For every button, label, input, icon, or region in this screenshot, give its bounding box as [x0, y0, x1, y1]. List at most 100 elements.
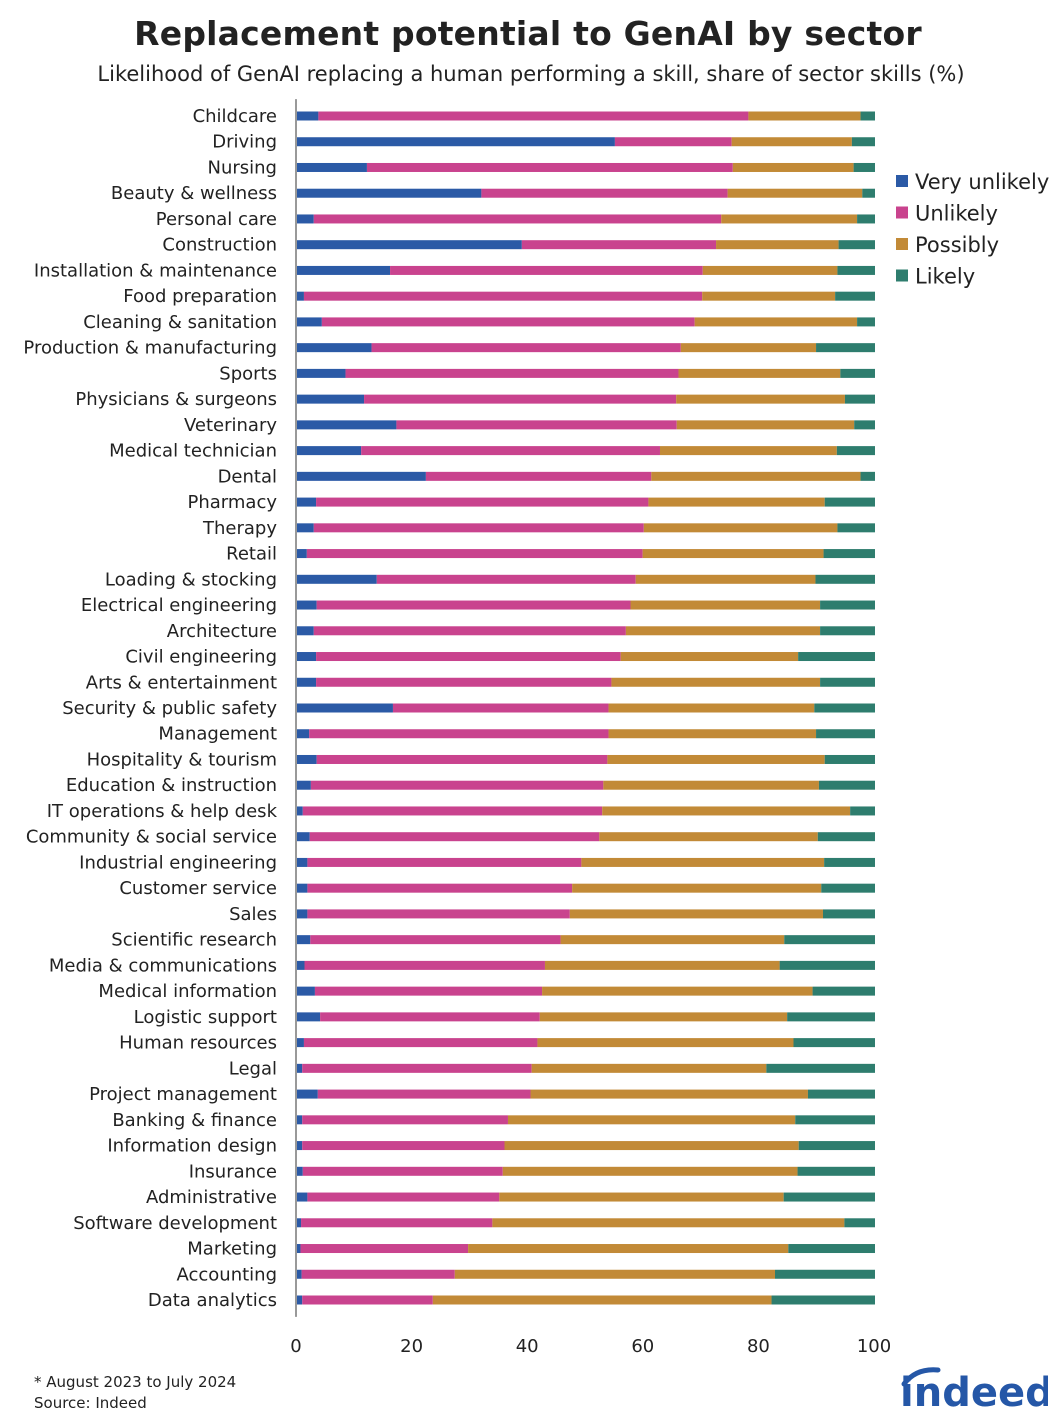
bar-segment — [648, 497, 825, 507]
bar-segment — [783, 1192, 875, 1202]
bar-segment — [316, 497, 649, 507]
chart-title: Replacement potential to GenAI by sector — [134, 14, 922, 53]
bar-segment — [854, 420, 875, 430]
bar-segment — [314, 986, 543, 996]
bar-segment — [732, 162, 854, 172]
bar-segment — [303, 291, 703, 301]
category-label: Civil engineering — [125, 647, 277, 668]
category-label: Driving — [212, 132, 277, 153]
bar-segment — [316, 754, 608, 764]
category-label: Media & communications — [49, 955, 277, 976]
bar-segment — [680, 343, 817, 353]
bar-segment — [727, 188, 863, 198]
bar-segment — [857, 214, 875, 224]
source-note: Source: Indeed — [34, 1394, 147, 1412]
bar-segment — [425, 471, 652, 481]
category-label: Electrical engineering — [81, 595, 277, 616]
bar-segment — [318, 111, 749, 121]
bar-segment — [731, 137, 852, 147]
category-label: Administrative — [146, 1187, 277, 1208]
category-label: Community & social service — [26, 827, 277, 848]
category-label: Marketing — [187, 1239, 277, 1260]
bar-segment — [676, 394, 845, 404]
logo-text: indeed — [900, 1370, 1048, 1412]
bar-segment — [302, 1141, 505, 1151]
bar-segment — [307, 1192, 500, 1202]
bar-segment — [814, 703, 875, 713]
bar-segment — [860, 111, 875, 121]
bar-segment — [824, 754, 875, 764]
bar-segment — [364, 394, 677, 404]
bar-segment — [651, 471, 861, 481]
category-label: Physicians & surgeons — [75, 389, 277, 410]
category-label: Arts & entertainment — [86, 672, 277, 693]
bar-segment — [297, 806, 303, 816]
bar-segment — [390, 265, 703, 275]
bar-segment — [297, 214, 314, 224]
bar-segment — [297, 754, 317, 764]
bar-segment — [836, 446, 875, 456]
category-label: Food preparation — [123, 286, 277, 307]
bar-segment — [850, 806, 875, 816]
bar-segment — [301, 1269, 455, 1279]
category-label: Beauty & wellness — [111, 183, 277, 204]
bar-segment — [371, 343, 681, 353]
category-label: Retail — [226, 544, 277, 565]
bar-segment — [297, 1269, 302, 1279]
bar-segment — [297, 626, 314, 636]
x-tick-label: 0 — [290, 1336, 301, 1357]
category-label: Cleaning & sanitation — [83, 312, 277, 333]
category-label: Management — [158, 724, 277, 745]
footnote-block: * August 2023 to July 2024 Source: Indee… — [34, 1372, 236, 1414]
legend-label: Very unlikely — [915, 170, 1049, 194]
category-label: Logistic support — [134, 1007, 277, 1028]
bar-segment — [297, 1038, 304, 1048]
bar-segment — [297, 677, 317, 687]
bar-segment — [818, 780, 875, 790]
category-label: Dental — [218, 466, 277, 487]
bar-segment — [835, 291, 875, 301]
bar-segment — [297, 986, 315, 996]
bar-segment — [642, 549, 824, 559]
bar-segment — [366, 162, 733, 172]
bar-segment — [817, 832, 875, 842]
category-label: Veterinary — [184, 415, 277, 436]
category-label: Production & manufacturing — [23, 338, 277, 359]
category-label: Human resources — [119, 1033, 277, 1054]
bar-segment — [857, 317, 875, 327]
bar-segment — [300, 1244, 469, 1254]
bar-segment — [297, 652, 317, 662]
bar-segment — [297, 780, 311, 790]
legend: Very unlikely Unlikely Possibly Likely — [896, 170, 1049, 289]
bar-segment — [297, 420, 397, 430]
bar-segment — [837, 265, 875, 275]
bar-segment — [297, 291, 304, 301]
bar-segment — [297, 1244, 301, 1254]
bar-segment — [716, 240, 839, 250]
bar-segment — [531, 1063, 767, 1073]
bar-segment — [313, 214, 722, 224]
bar-segment — [297, 909, 308, 919]
bar-segment — [659, 446, 837, 456]
bar-segment — [504, 1141, 799, 1151]
indeed-logo: indeed — [900, 1367, 1048, 1412]
logo-arc-icon — [901, 1367, 941, 1387]
bar-segment — [560, 935, 785, 945]
chart-subtitle: Likelihood of GenAI replacing a human pe… — [97, 62, 965, 86]
bar-segment — [823, 549, 875, 559]
bar-segment — [302, 806, 603, 816]
bar-segment — [702, 291, 836, 301]
category-label: Architecture — [167, 621, 277, 642]
bar-segment — [297, 703, 393, 713]
bar-segment — [376, 574, 636, 584]
category-label: Education & instruction — [66, 775, 277, 796]
category-label: Customer service — [119, 878, 277, 899]
x-tick-label: 40 — [516, 1336, 539, 1357]
bar-segment — [569, 909, 823, 919]
bar-segment — [297, 1012, 321, 1022]
bar-segment — [297, 574, 377, 584]
x-tick-label: 80 — [747, 1336, 770, 1357]
bar-segment — [798, 1141, 875, 1151]
bar-segment — [317, 1089, 531, 1099]
bar-area — [297, 111, 875, 1305]
